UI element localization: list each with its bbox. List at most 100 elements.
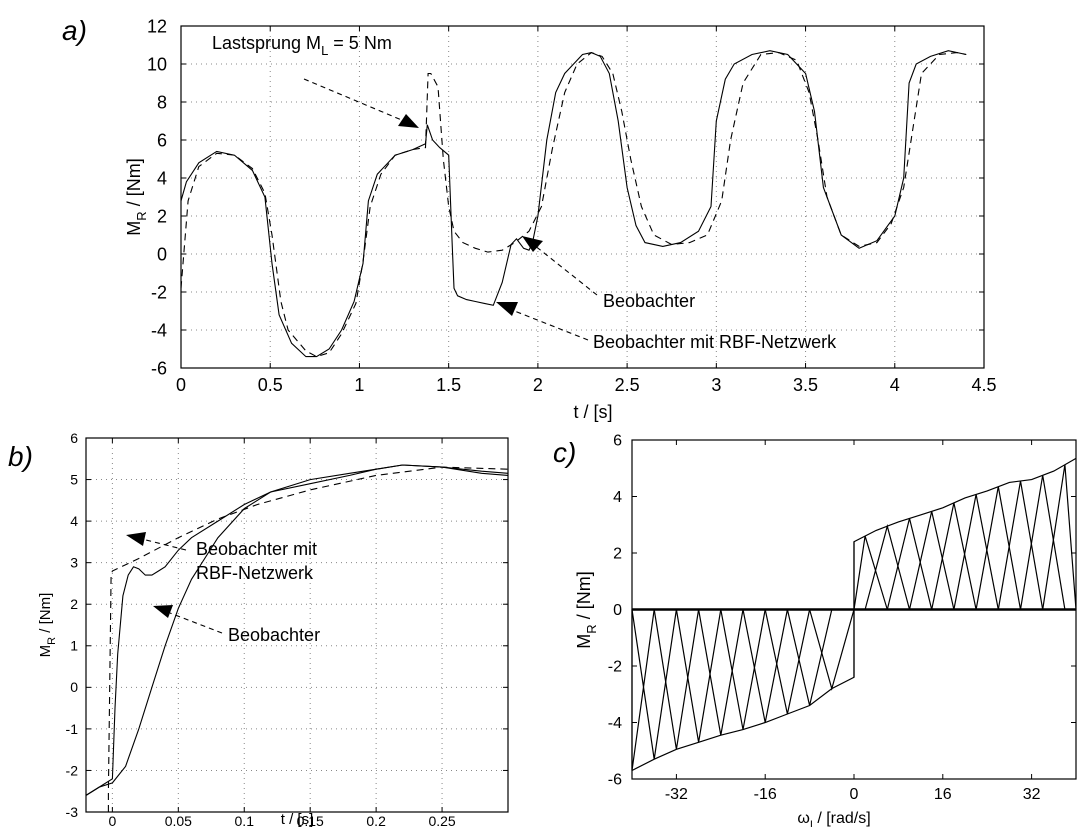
x-tick-label: 32 [1023,786,1041,803]
arrow-beobachter-rbf-b-line [141,538,187,551]
y-tick-label: 10 [147,54,167,74]
x-tick-label: -32 [665,786,688,803]
x-tick-label: 0.2 [366,813,386,827]
series-dashed-1 [180,51,967,358]
panel-c-ylabel-main: M [574,634,594,649]
y-tick-label: -6 [151,358,167,378]
y-tick-label: 0 [613,602,622,619]
x-tick-label: 0.25 [428,813,455,827]
arrow-lastsprung-line [303,78,405,122]
annotation-beobachter-rbf-b-line2: RBF-Netzwerk [196,563,314,583]
panel-a-frame [180,25,985,369]
x-tick-label: 2 [533,375,543,395]
annotation-lastsprung-prefix: Lastsprung M [212,33,321,53]
rbf-basis-triangle [997,480,1044,610]
rbf-basis-triangle [886,518,933,610]
arrow-beobachter-a-head [522,236,543,252]
x-tick-label: 1.5 [436,375,461,395]
series-solid-1 [85,464,509,796]
rbf-basis-triangle [764,609,811,715]
x-tick-label: 16 [934,786,952,803]
x-tick-label: 0 [176,375,186,395]
panel-a-ylabel-main: M [124,221,144,236]
y-tick-label: 2 [613,546,622,563]
panel-a-ylabel: MR / [Nm] [124,158,149,235]
panel-a-xlabel: t / [s] [573,402,612,422]
series-solid-0 [180,50,967,358]
annotation-beobachter-rbf-a: Beobachter mit RBF-Netzwerk [593,332,837,352]
y-tick-label: 3 [70,555,78,571]
arrow-lastsprung-head [398,114,419,128]
arrow-beobachter-a-line [533,244,598,296]
y-tick-label: -2 [66,762,79,778]
x-tick-label: 0.15 [297,813,324,827]
panel-b-ylabel-rest: / [Nm] [37,593,54,637]
panel-c-xlabel-main: ω [797,810,810,827]
y-tick-label: 2 [70,596,78,612]
rbf-basis-triangle [931,502,977,610]
panel-a-ticks: 0 0.5 1 1.5 2 2.5 3 3.5 4 4.5 -6 -4 -2 0 2 4 6 8 10 12 [147,16,997,395]
rbf-basis-triangle [786,609,833,706]
rbf-basis-triangle [1042,464,1077,610]
x-tick-label: 0.1 [235,813,255,827]
panel-c-series [631,457,1077,772]
panel-c: c) -32 -16 0 16 32 -6 -4 -2 0 2 4 6 ωI / [rad/s] MR… [553,433,1077,831]
panel-a-grid [180,25,985,369]
rbf-basis-triangle [953,494,999,610]
x-tick-label: 4.5 [971,375,996,395]
y-tick-label: 12 [147,16,167,36]
rbf-basis-triangle [720,609,766,730]
arrow-beobachter-rbf-a-head [496,302,518,316]
y-tick-label: 0 [157,244,167,264]
x-tick-label: 4 [890,375,900,395]
rbf-basis-triangle [698,609,744,736]
panel-b-xlabel: t / [s] [281,811,314,827]
y-tick-label: -2 [151,282,167,302]
panel-b: b) 0 0.05 0.1 0.15 0.2 0.25 -3 -2 -1 0 1 2 3 4 5 6 t / … [8,430,509,829]
annotation-beobachter-rbf-b-line1: Beobachter mit [196,539,317,559]
panel-c-xlabel: ωI / [rad/s] [797,810,870,827]
y-tick-label: 8 [157,92,167,112]
y-tick-label: -2 [608,659,622,676]
y-tick-label: 2 [157,206,167,226]
panel-b-ticks: 0 0.05 0.1 0.15 0.2 0.25 -3 -2 -1 0 1 2 3 4 5 6 [66,430,508,829]
panel-b-series [85,464,509,812]
panel-c-xlabel-sub: I [810,819,813,827]
y-tick-label: 0 [70,679,78,695]
rbf-basis-triangle [975,486,1022,610]
x-tick-label: 1 [354,375,364,395]
annotation-beobachter-b: Beobachter [228,625,320,645]
panel-c-ylabel-sub: R [584,624,599,633]
panel-c-ylabel: MR / [Nm] [574,571,599,648]
panel-b-frame [85,437,509,813]
rbf-basis-triangle [853,535,888,610]
rbf-basis-triangle [675,609,722,743]
x-tick-label: 0.5 [258,375,283,395]
x-tick-label: -16 [754,786,777,803]
rbf-basis-triangle [742,609,788,723]
rbf-basis-triangle [809,609,855,691]
panel-c-letter: c) [553,437,576,468]
arrow-beobachter-rbf-b-head [126,532,146,546]
panel-b-ylabel: MR / [Nm] [37,593,58,658]
y-tick-label: 1 [70,638,78,654]
panel-a-ylabel-rest: / [Nm] [124,158,144,211]
rbf-basis-triangle [908,511,955,610]
y-tick-label: -1 [66,721,79,737]
arrow-beobachter-b-line [169,612,223,634]
y-tick-label: 6 [157,130,167,150]
y-tick-label: 4 [157,168,167,188]
x-tick-label: 3 [711,375,721,395]
x-tick-label: 0.05 [165,813,192,827]
rbf-basis-triangle [1019,475,1066,610]
x-tick-label: 3.5 [793,375,818,395]
panel-b-letter: b) [8,441,33,472]
series-dashed-2 [107,466,509,812]
y-tick-label: 6 [613,433,622,450]
panel-a: a) 0 0.5 1 1.5 2 2.5 3 3.5 4 4.5 -6 -4 -2 0 2 4 6 8 10 12 t… [62,15,997,422]
panel-c-ticks: -32 -16 0 16 32 -6 -4 -2 0 2 4 6 [608,433,1076,803]
y-tick-label: 6 [70,430,78,446]
y-tick-label: 5 [70,471,78,487]
panel-c-xlabel-rest: / [rad/s] [813,810,871,827]
